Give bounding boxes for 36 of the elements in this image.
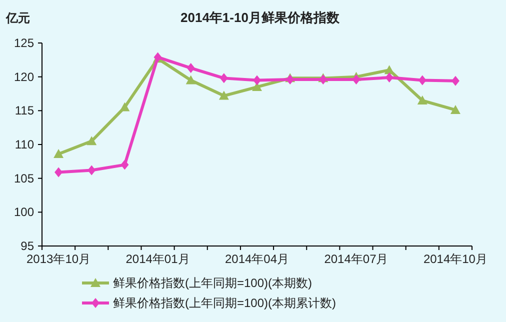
point: [451, 76, 460, 86]
point: [286, 74, 294, 85]
point: [352, 74, 360, 85]
point: [88, 165, 96, 176]
y-tick-label: 100: [14, 205, 34, 220]
point: [186, 63, 195, 74]
point: [418, 75, 426, 86]
point: [417, 96, 428, 105]
point: [54, 148, 64, 158]
point: [54, 167, 63, 178]
x-tick-label: 2014年10月: [423, 252, 488, 266]
y-tick-label: 120: [14, 70, 34, 84]
point: [220, 73, 228, 84]
legend-label: 鲜果价格指数(上年同期=100)(本期累计数): [113, 296, 336, 310]
point: [218, 90, 229, 100]
x-tick-label: 2013年10月: [26, 252, 91, 266]
y-tick-label: 95: [20, 239, 34, 253]
point: [120, 102, 130, 112]
y-tick-label: 110: [14, 138, 34, 152]
y-tick-label: 105: [14, 171, 34, 186]
point: [253, 75, 261, 86]
point: [120, 160, 129, 170]
point: [86, 136, 97, 146]
y-tick-label: 115: [14, 104, 34, 118]
x-tick-label: 2014年04月: [224, 252, 290, 266]
legend-label: 鲜果价格指数(上年同期=100)(本期数): [113, 276, 312, 290]
point: [319, 74, 328, 85]
chart-title: 2014年1-10月鲜果价格指数: [180, 10, 340, 25]
y-tick-label: 125: [14, 36, 34, 50]
point: [450, 104, 460, 114]
x-tick-label: 2014年01月: [126, 252, 190, 266]
y-axis-title: 亿元: [5, 11, 30, 25]
point: [384, 65, 394, 74]
point: [385, 72, 394, 83]
point: [186, 75, 196, 84]
x-tick-label: 2014年07月: [324, 252, 388, 266]
